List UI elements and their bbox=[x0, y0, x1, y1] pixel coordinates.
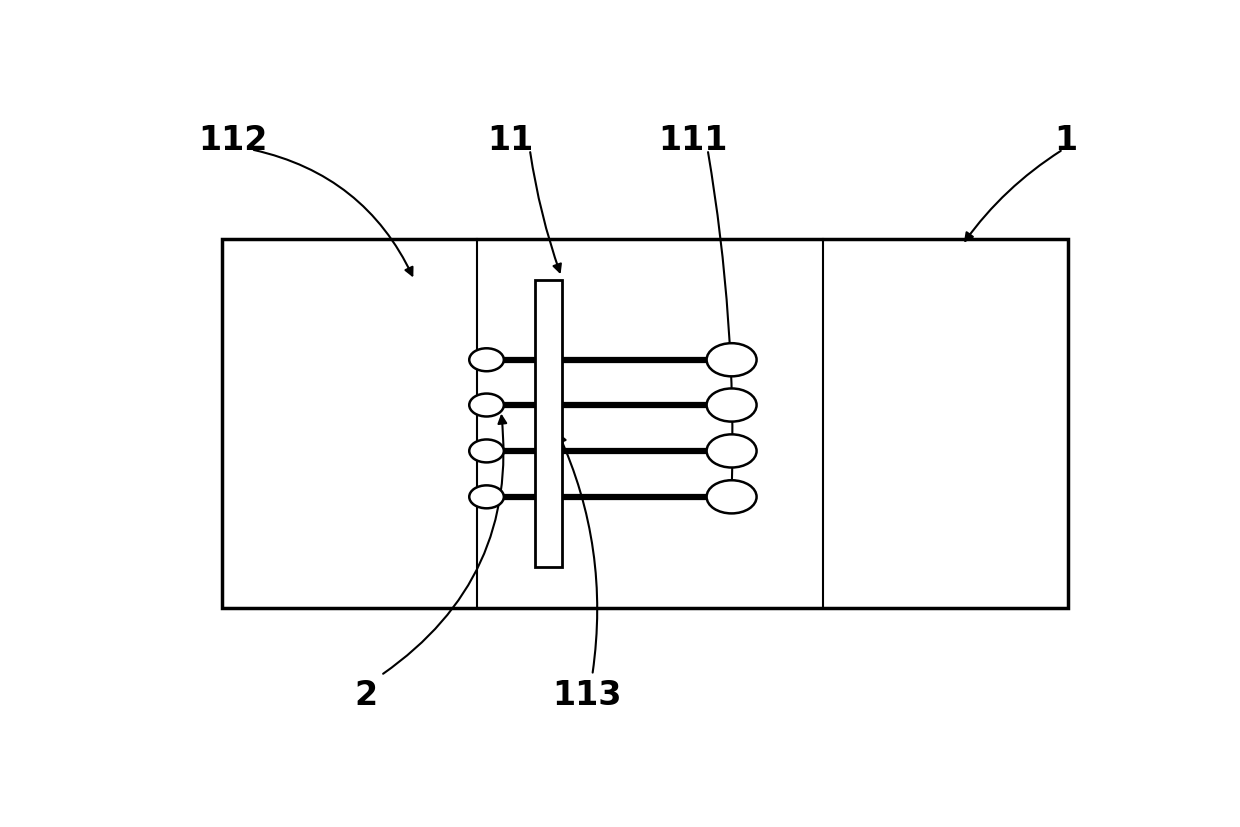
Text: 113: 113 bbox=[553, 678, 622, 711]
Circle shape bbox=[469, 394, 503, 417]
Circle shape bbox=[469, 440, 503, 463]
Bar bbox=[222, 239, 1068, 609]
Circle shape bbox=[469, 485, 503, 509]
Circle shape bbox=[469, 349, 503, 372]
Text: 111: 111 bbox=[658, 124, 728, 157]
Circle shape bbox=[707, 480, 756, 514]
Text: 2: 2 bbox=[355, 678, 378, 711]
Text: 1: 1 bbox=[1054, 124, 1078, 157]
Circle shape bbox=[707, 344, 756, 377]
Text: 112: 112 bbox=[198, 124, 268, 157]
Text: 11: 11 bbox=[487, 124, 533, 157]
Bar bbox=[534, 280, 562, 567]
Circle shape bbox=[707, 435, 756, 468]
Circle shape bbox=[707, 389, 756, 422]
